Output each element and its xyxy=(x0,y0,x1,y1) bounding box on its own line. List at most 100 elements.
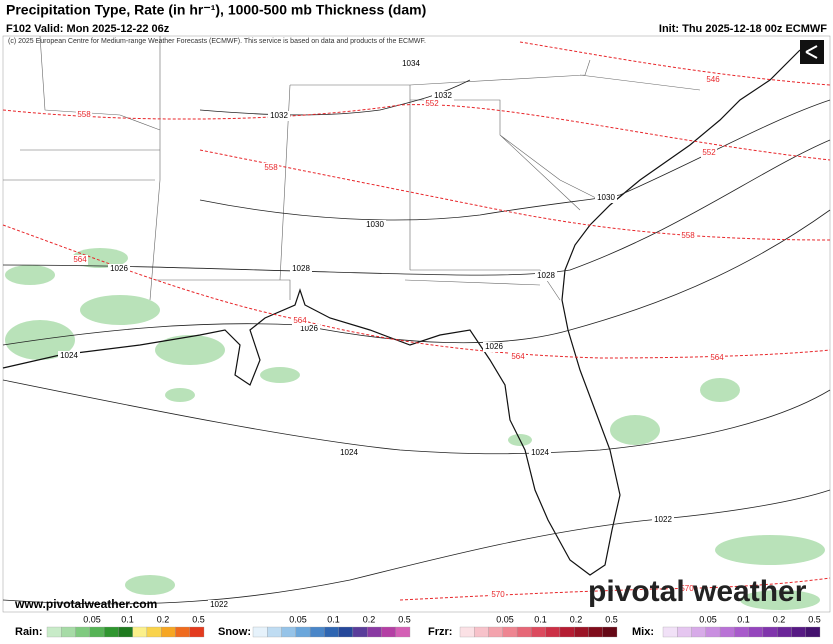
legend-tick: 0.2 xyxy=(773,614,786,624)
thickness-label: 564 xyxy=(73,255,87,264)
legend-swatch xyxy=(338,626,354,638)
label-backdrop xyxy=(72,255,88,265)
legend-tick: 0.5 xyxy=(808,614,821,624)
legend-tick: 0.05 xyxy=(83,614,101,624)
legend-swatch xyxy=(488,626,503,638)
label-backdrop xyxy=(529,448,551,458)
legend-swatch xyxy=(734,626,749,638)
legend-swatch xyxy=(662,626,678,638)
label-backdrop xyxy=(263,163,279,173)
thickness-label: 570 xyxy=(491,590,505,599)
label-backdrop xyxy=(535,271,557,281)
isobar-line xyxy=(2,379,831,455)
thickness-label: 558 xyxy=(77,110,91,119)
label-backdrop xyxy=(292,316,308,326)
precip-area xyxy=(5,320,75,360)
precip-area xyxy=(155,335,225,365)
isobar-label: 1022 xyxy=(654,515,672,524)
label-backdrop xyxy=(652,515,674,525)
legend-swatch xyxy=(61,626,76,638)
legend-swatch xyxy=(791,626,806,638)
isobar-line xyxy=(2,209,831,346)
precip-area xyxy=(125,575,175,595)
logo: pivotal weather xyxy=(588,575,807,608)
precip-area xyxy=(715,535,825,565)
legend-swatch xyxy=(367,626,382,638)
label-backdrop xyxy=(208,600,230,610)
title: Precipitation Type, Rate (in hr⁻¹), 1000… xyxy=(6,2,426,18)
label-backdrop xyxy=(680,231,696,241)
precip-area xyxy=(740,590,820,610)
share-icon xyxy=(805,45,818,59)
label-backdrop xyxy=(595,193,617,203)
label-backdrop xyxy=(364,220,386,230)
legend-swatch xyxy=(381,626,396,638)
legend-swatch xyxy=(146,626,162,638)
legend-label: Mix: xyxy=(632,626,654,638)
precip-area xyxy=(5,265,55,285)
contour-labels: 1034 1032 1032 1030 1030 1028 1028 1026 1026 1026… xyxy=(58,59,725,610)
label-backdrop xyxy=(298,324,320,334)
legend-swatch xyxy=(352,626,368,638)
legend-tick: 0.5 xyxy=(192,614,205,624)
legend-swatch xyxy=(161,626,176,638)
isobar-label: 1026 xyxy=(485,342,503,351)
legend-swatch xyxy=(395,626,411,638)
label-backdrop xyxy=(510,352,526,362)
label-backdrop xyxy=(338,448,360,458)
legend-label: Rain: xyxy=(15,626,43,638)
thickness-label: 564 xyxy=(511,352,525,361)
map: (c) 2025 European Centre for Medium-rang… xyxy=(2,35,831,613)
isobar-label: 1028 xyxy=(292,264,310,273)
isobar-line xyxy=(2,139,831,276)
legend-swatch xyxy=(719,626,735,638)
isobar-label: 1024 xyxy=(531,448,549,457)
legend-swatch xyxy=(516,626,532,638)
legend-swatch xyxy=(132,626,148,638)
isobar-label: 1030 xyxy=(597,193,615,202)
coastline xyxy=(2,49,801,576)
isobar-line xyxy=(199,99,831,221)
thickness-lines xyxy=(2,41,831,601)
legend-label: Snow: xyxy=(218,626,251,638)
label-backdrop xyxy=(679,584,695,594)
legend-swatch xyxy=(777,626,792,638)
isobar-label: 1026 xyxy=(110,264,128,273)
thickness-label: 564 xyxy=(710,353,724,362)
precip-area xyxy=(610,415,660,445)
legend-tick: 0.2 xyxy=(570,614,583,624)
legend-tick: 0.1 xyxy=(534,614,547,624)
thickness-line xyxy=(199,149,831,241)
label-backdrop xyxy=(76,110,92,120)
legend-swatch xyxy=(574,626,589,638)
state-borders xyxy=(3,35,701,301)
legend-swatch xyxy=(281,626,296,638)
thickness-line xyxy=(2,104,831,161)
label-backdrop xyxy=(268,111,290,121)
thickness-line xyxy=(2,224,831,359)
thickness-label: 570 xyxy=(680,584,694,593)
legend-swatch xyxy=(267,626,282,638)
legend-tick: 0.5 xyxy=(605,614,618,624)
thickness-label: 558 xyxy=(264,163,278,172)
legend-swatch xyxy=(324,626,339,638)
legend-swatch xyxy=(502,626,518,638)
thickness-label: 552 xyxy=(702,148,716,157)
legend-swatch xyxy=(75,626,90,638)
isobar-label: 1026 xyxy=(300,324,318,333)
legend-swatch xyxy=(252,626,268,638)
legend-swatch xyxy=(89,626,105,638)
legend-swatch xyxy=(46,626,62,638)
legend-tick: 0.1 xyxy=(327,614,340,624)
state-border xyxy=(3,35,701,301)
thickness-label: 546 xyxy=(706,75,720,84)
label-backdrop xyxy=(483,342,505,352)
legend-swatch xyxy=(474,626,489,638)
share-button[interactable] xyxy=(800,40,824,64)
legend-label: Frzr: xyxy=(428,626,452,638)
legend-swatch xyxy=(118,626,133,638)
init-time: Init: Thu 2025-12-18 00z ECMWF xyxy=(659,23,827,35)
legend-swatch xyxy=(748,626,764,638)
legend-swatch xyxy=(677,626,692,638)
